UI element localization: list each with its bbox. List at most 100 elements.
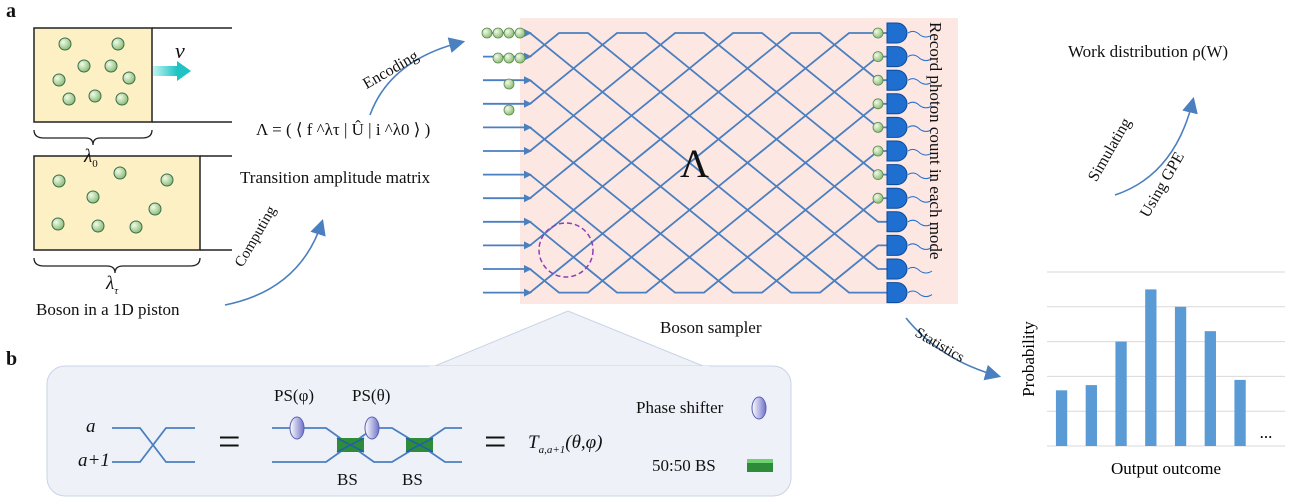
detector-cable-icon [907,54,933,62]
bs-label-1: BS [337,470,358,489]
sampler-caption: Boson sampler [660,318,762,337]
input-arrow-icon [524,76,532,85]
sampler-background [520,18,958,304]
zoom-connector [429,310,709,369]
detector-array [872,22,933,304]
panel-a-label: a [6,0,16,22]
beamsplitter-2 [405,437,434,453]
detector-icon [886,22,908,44]
chart-bar [1115,341,1127,446]
record-photon-label: Record photon count in each mode [926,22,945,260]
input-arrow-icon [524,52,532,61]
mode-a1-label: a+1 [78,450,110,471]
detector-icon [886,282,908,304]
waveguide-path [483,102,890,294]
waveguide-path [483,150,890,294]
velocity-label: v [175,38,185,63]
panel-b-label: b [6,348,18,370]
input-photons [481,27,526,116]
piston-caption: Boson in a 1D piston [36,300,180,319]
detector-icon [886,46,908,68]
chart-bar [1085,385,1097,446]
output-photon-icon [872,192,884,204]
output-photon-icon [872,51,884,62]
simple-coupler [112,427,195,463]
detector-icon [886,258,908,280]
output-photon-icon [872,145,884,157]
input-arrow-icon [524,288,532,297]
waveguide-path [483,126,890,294]
statistics-arrow [905,317,1002,381]
bar-chart: Probability Output outcome... [1019,271,1285,478]
output-photon-icon [872,27,884,39]
beamsplitter-legend-icon [747,459,773,472]
output-photon-icon [872,122,884,133]
work-distribution-title: Work distribution ρ(W) [1068,42,1229,61]
chart-bar [1055,390,1068,446]
ps-phi-label: PS(φ) [274,386,315,405]
detector-icon [886,211,908,233]
detector-cable-icon [907,30,933,38]
chart-ylabel: Probability [1019,321,1038,397]
beamsplitter-1 [336,437,365,453]
waveguide-path [483,55,890,294]
beamsplitter-highlight [538,222,594,278]
phase-shifter-theta-icon [364,416,380,440]
detector-cable-icon [907,125,933,132]
simulating-arrow [1114,96,1198,196]
detector-icon [886,140,908,162]
lambda0-label: λ0 [84,146,98,170]
detector-icon [886,234,908,256]
chart-ellipsis: ... [1260,423,1273,442]
lambda-symbol: Λ [680,141,710,186]
input-arrow-icon [524,99,532,108]
equals-sign-1: = [218,419,241,464]
detector-cable-icon [907,148,933,156]
detector-cable-icon [907,243,933,250]
detector-cable-icon [907,266,933,274]
input-arrow-icon [524,170,532,179]
detector-cable-icon [907,219,933,227]
waveguide-path [483,32,890,223]
waveguide-mesh [483,29,890,297]
panel-b-box [46,365,792,497]
phase-shifter-legend-icon [751,396,767,420]
detector-cable-icon [907,101,933,109]
waveguide-path [483,32,890,294]
output-photon-icon [872,98,884,110]
waveguide-path [483,32,890,294]
waveguide-path [483,32,890,176]
chart-bar [1174,306,1187,446]
bs-label-2: BS [402,470,423,489]
input-arrow-icon [524,241,532,250]
lambdaT-label: λτ [106,273,119,297]
detector-cable-icon [907,196,933,203]
detector-icon [886,93,908,115]
output-photon-icon [872,169,884,181]
mode-a-label: a [86,416,96,437]
phase-shifter-legend-label: Phase shifter [636,398,724,417]
input-arrow-icon [524,265,532,273]
input-arrow-icon [524,217,532,226]
chart-bar [1204,331,1216,446]
matrix-formula: Λ = ( ⟨ f ^λτ | Û | i ^λ0 ⟩ ) [256,120,431,139]
waveguide-path [483,32,890,247]
detector-cable-icon [907,78,933,85]
encoding-arrow [369,37,466,116]
output-photon-icon [872,74,884,86]
waveguide-path [483,32,890,200]
mzi-waveguides [272,427,462,463]
detector-cable-icon [907,290,933,298]
chart-xlabel: Output outcome [1111,459,1221,478]
waveguide-path [483,32,890,270]
matrix-caption: Transition amplitude matrix [240,168,431,187]
detector-icon [886,164,908,186]
piston-bottom [33,155,232,274]
beamsplitter-legend-label: 50:50 BS [652,456,716,475]
detector-icon [886,69,908,91]
equals-sign-2: = [484,419,507,464]
input-arrow-icon [524,123,532,132]
waveguide-path [483,79,890,294]
detector-icon [886,116,908,138]
input-arrow-icon [524,147,532,155]
